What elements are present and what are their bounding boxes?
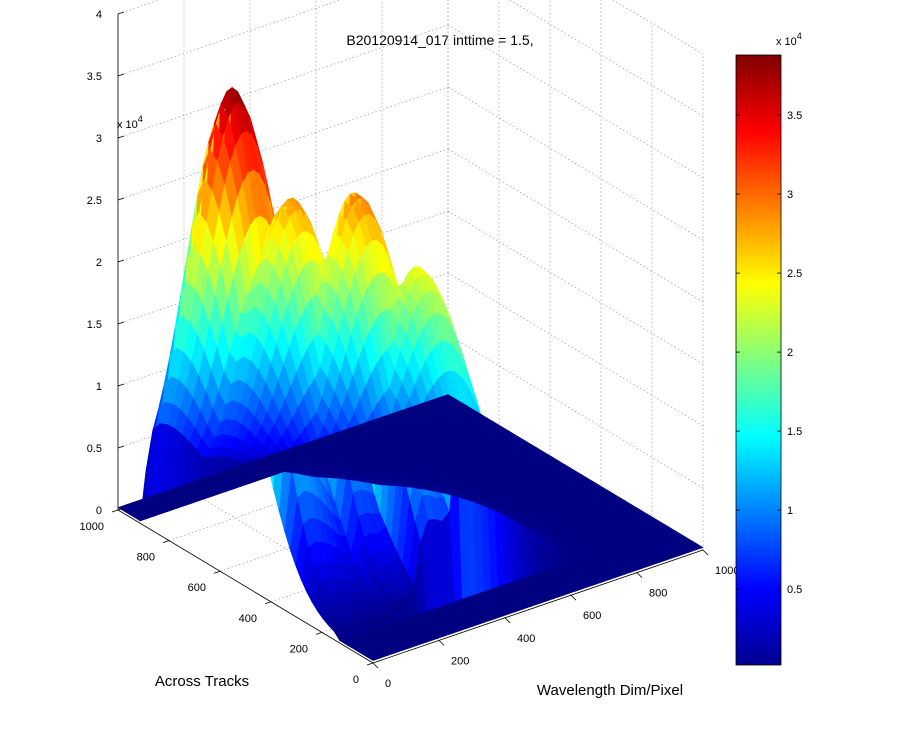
colorbar-tick-label: 3 — [787, 189, 793, 201]
x-tick-label: 600 — [188, 582, 206, 594]
z-tick-mark — [117, 321, 125, 325]
colorbar-tick-label: 2.5 — [787, 268, 802, 280]
z-tick-label: 1 — [96, 381, 102, 393]
z-tick-label: 1.5 — [87, 319, 102, 331]
grid-line-z — [447, 272, 704, 427]
y-tick-label: 1000 — [715, 565, 739, 577]
y-tick-mark — [372, 662, 379, 669]
z-tick-mark — [117, 259, 125, 263]
x-axis-label: Across Tracks — [155, 673, 249, 690]
chart-title: B20120914_017 inttime = 1.5, — [346, 32, 533, 48]
z-tick-label: 0.5 — [87, 443, 102, 455]
z-tick-mark — [117, 445, 125, 449]
x-tick-mark — [366, 662, 374, 666]
z-tick-mark — [117, 383, 125, 387]
grid-line-z — [447, 24, 704, 179]
colorbar-exponent-label: x 104 — [776, 31, 802, 48]
y-tick-mark — [702, 549, 709, 556]
z-tick-label: 3 — [96, 133, 102, 145]
grid-line-z — [117, 0, 160, 15]
y-axis-label: Wavelength Dim/Pixel — [537, 682, 683, 699]
grid-line-z — [447, 148, 704, 303]
z-tick-label: 3.5 — [87, 71, 102, 83]
x-tick-mark — [111, 509, 119, 513]
grid-line-z — [447, 86, 704, 241]
z-tick-mark — [117, 197, 125, 201]
z-tick-mark — [117, 73, 125, 77]
colorbar-tick-label: 0.5 — [787, 584, 802, 596]
colorbar-tick-label: 2 — [787, 347, 793, 359]
colorbar-tick-label: 3.5 — [787, 110, 802, 122]
z-tick-label: 2.5 — [87, 195, 102, 207]
colorbar-tick-label: 1.5 — [787, 426, 802, 438]
x-tick-label: 800 — [137, 552, 155, 564]
surface-mesh — [117, 86, 704, 661]
z-tick-label: 4 — [96, 9, 102, 21]
grid-line-z — [447, 210, 704, 365]
y-tick-label: 600 — [583, 610, 601, 622]
x-tick-mark — [315, 632, 323, 635]
z-tick-label: 2 — [96, 257, 102, 269]
grid-line-z — [447, 334, 704, 489]
grid-line-z — [117, 86, 449, 201]
y-tick-labels: 0 200 400 600 800 1000 — [372, 549, 739, 690]
x-tick-label: 1000 — [80, 521, 104, 533]
z-exponent-label: x 104 — [117, 114, 143, 131]
y-tick-label: 0 — [385, 678, 391, 690]
x-tick-mark — [264, 601, 272, 605]
x-tick-label: 0 — [353, 674, 359, 686]
y-tick-label: 800 — [649, 588, 667, 600]
y-tick-mark — [570, 594, 577, 601]
z-tick-mark — [117, 135, 125, 139]
colorbar-ticks: 0.5 1 1.5 2 2.5 3 3.5 — [736, 110, 802, 596]
colorbar-tick-label: 1 — [787, 505, 793, 517]
x-tick-label: 400 — [239, 613, 257, 625]
x-axis-line — [117, 509, 374, 664]
grid-line-z — [117, 24, 449, 139]
grid-line-z — [508, 0, 704, 117]
y-tick-mark — [438, 640, 445, 646]
y-tick-mark — [636, 572, 643, 578]
y-axis-line — [372, 549, 704, 664]
surface-patch — [117, 504, 132, 512]
y-tick-label: 200 — [451, 655, 469, 667]
z-tick-labels: 0 0.5 1 1.5 2 2.5 3 3.5 4 — [87, 9, 125, 517]
colorbar — [735, 54, 782, 666]
x-tick-label: 200 — [290, 643, 308, 655]
z-tick-label: 0 — [96, 505, 102, 517]
x-tick-mark — [213, 570, 221, 574]
z-tick-mark — [117, 11, 125, 15]
y-tick-label: 400 — [517, 633, 535, 645]
x-tick-mark — [162, 540, 170, 543]
z-tick-mark — [117, 507, 125, 511]
x-tick-labels: 0 200 400 600 800 1000 — [80, 509, 374, 686]
y-tick-mark — [504, 617, 511, 624]
